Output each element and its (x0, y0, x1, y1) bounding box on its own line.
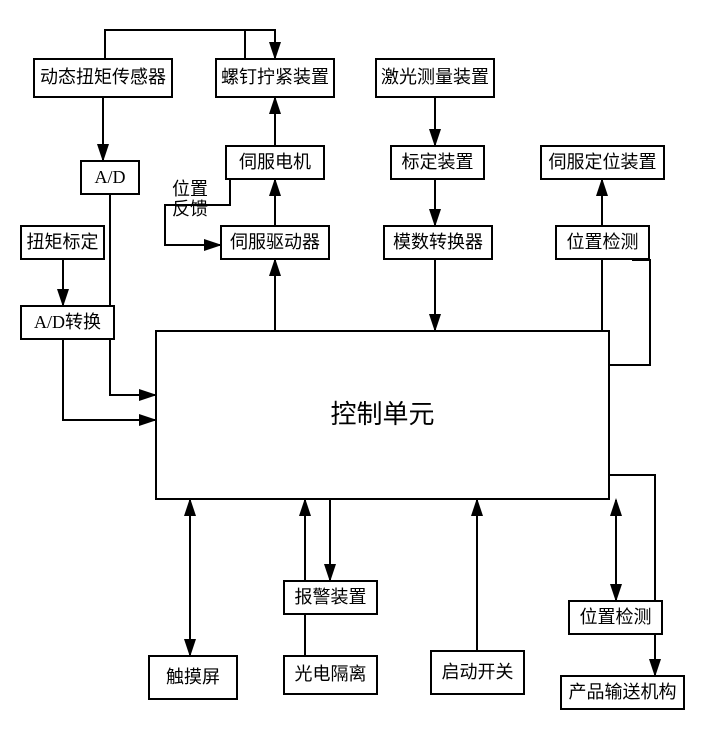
node-servo-motor: 伺服电机 (225, 145, 325, 180)
node-product-transport: 产品输送机构 (560, 675, 685, 710)
label: 报警装置 (295, 587, 367, 609)
node-calib-device: 标定装置 (390, 145, 485, 180)
node-touch-screen: 触摸屏 (148, 655, 238, 700)
feedback-text1: 位置 (172, 179, 208, 199)
node-torque-sensor: 动态扭矩传感器 (33, 58, 173, 98)
node-pos-detect-bot: 位置检测 (568, 600, 663, 635)
node-torque-calib: 扭矩标定 (20, 225, 105, 260)
label: 模数转换器 (393, 232, 483, 254)
label: 启动开关 (442, 662, 514, 684)
label: 标定装置 (402, 152, 474, 174)
node-screw-device: 螺钉拧紧装置 (215, 58, 335, 98)
label: 伺服驱动器 (230, 232, 320, 254)
feedback-text2: 反馈 (172, 199, 208, 219)
node-ad-small: A/D (80, 160, 140, 195)
node-laser-measure: 激光测量装置 (375, 58, 495, 98)
node-opto-isolation: 光电隔离 (283, 655, 378, 695)
label: 位置检测 (580, 607, 652, 629)
label: 产品输送机构 (569, 682, 677, 704)
node-control-unit: 控制单元 (155, 330, 610, 500)
node-servo-pos-device: 伺服定位装置 (540, 145, 665, 180)
node-start-switch: 启动开关 (430, 650, 525, 695)
label: 位置检测 (567, 232, 639, 254)
label: A/D (95, 167, 126, 189)
label: 光电隔离 (295, 664, 367, 686)
label: 动态扭矩传感器 (40, 67, 166, 89)
node-pos-detect-top: 位置检测 (555, 225, 650, 260)
feedback-label: 位置 反馈 (172, 180, 208, 220)
diagram-canvas: 动态扭矩传感器 螺钉拧紧装置 激光测量装置 A/D 伺服电机 标定装置 伺服定位… (0, 0, 709, 755)
label: 激光测量装置 (381, 67, 489, 89)
label: A/D转换 (34, 312, 101, 334)
label: 控制单元 (330, 399, 434, 430)
node-alarm-device: 报警装置 (283, 580, 378, 615)
label: 触摸屏 (166, 667, 220, 689)
node-ad-convert: A/D转换 (20, 305, 115, 340)
label: 扭矩标定 (27, 232, 99, 254)
label: 伺服电机 (239, 152, 311, 174)
node-servo-driver: 伺服驱动器 (220, 225, 330, 260)
node-adc-converter: 模数转换器 (383, 225, 493, 260)
label: 螺钉拧紧装置 (221, 67, 329, 89)
label: 伺服定位装置 (549, 152, 657, 174)
